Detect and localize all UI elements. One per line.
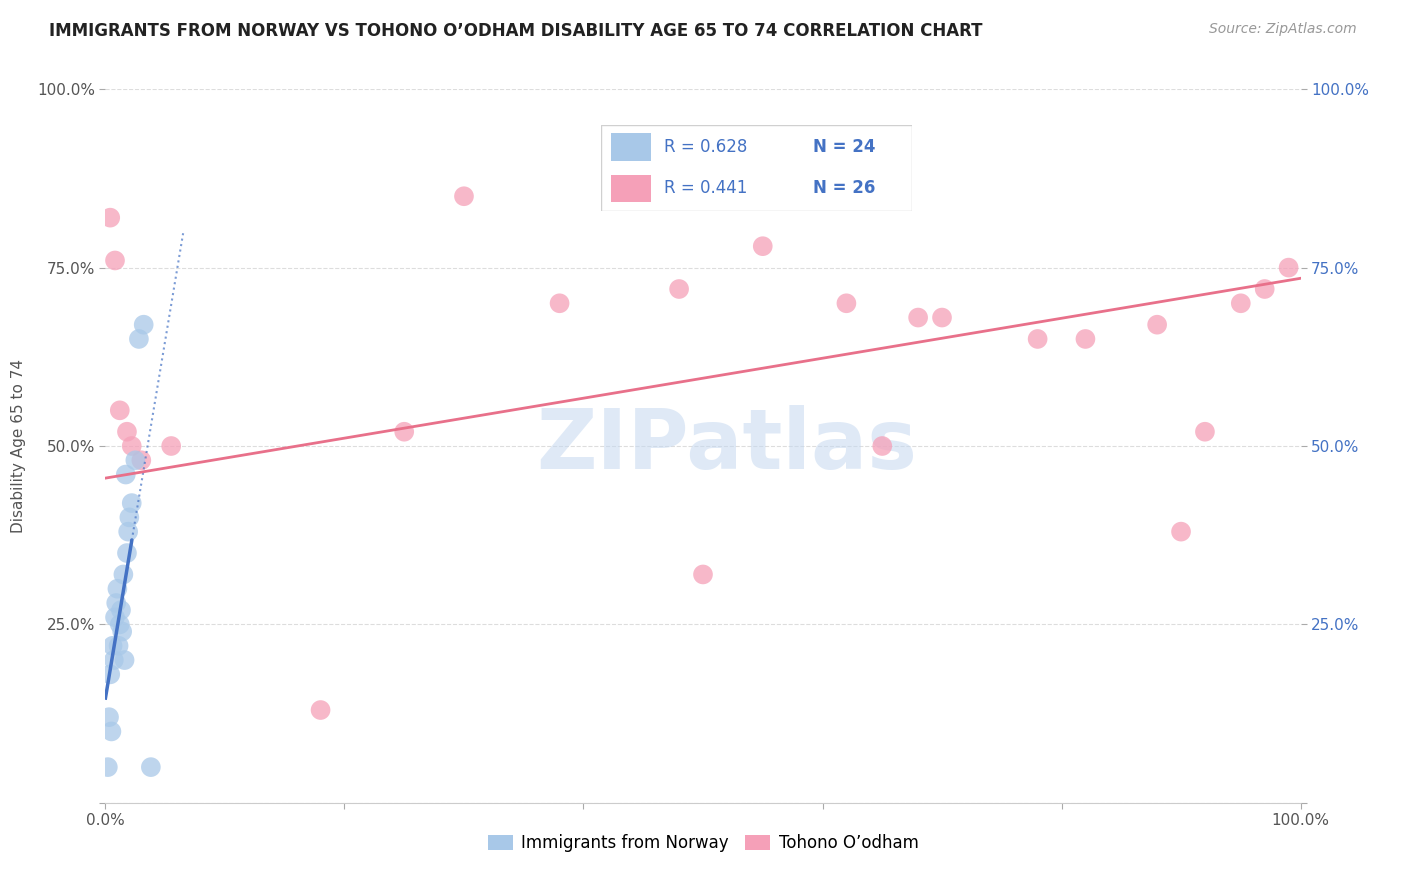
Point bbox=[548, 296, 571, 310]
Point bbox=[1074, 332, 1097, 346]
Point bbox=[1277, 260, 1299, 275]
Point bbox=[108, 617, 131, 632]
Y-axis label: Disability Age 65 to 74: Disability Age 65 to 74 bbox=[11, 359, 25, 533]
Text: IMMIGRANTS FROM NORWAY VS TOHONO O’ODHAM DISABILITY AGE 65 TO 74 CORRELATION CHA: IMMIGRANTS FROM NORWAY VS TOHONO O’ODHAM… bbox=[49, 22, 983, 40]
Point bbox=[101, 639, 124, 653]
Point bbox=[98, 667, 121, 681]
Point bbox=[751, 239, 773, 253]
Point bbox=[692, 567, 714, 582]
Point bbox=[132, 318, 155, 332]
Point bbox=[309, 703, 332, 717]
Point bbox=[104, 253, 127, 268]
Point bbox=[931, 310, 953, 325]
Point bbox=[160, 439, 183, 453]
Point bbox=[104, 610, 127, 624]
Point bbox=[100, 724, 122, 739]
Point bbox=[872, 439, 894, 453]
Point bbox=[105, 596, 128, 610]
Point bbox=[108, 403, 131, 417]
Point bbox=[139, 760, 162, 774]
Point bbox=[98, 211, 121, 225]
Point bbox=[392, 425, 416, 439]
Point bbox=[107, 582, 129, 596]
Legend: Immigrants from Norway, Tohono O’odham: Immigrants from Norway, Tohono O’odham bbox=[481, 828, 925, 859]
Point bbox=[110, 603, 132, 617]
Point bbox=[1170, 524, 1192, 539]
Point bbox=[118, 510, 141, 524]
Point bbox=[98, 710, 121, 724]
Point bbox=[1194, 425, 1216, 439]
Text: Source: ZipAtlas.com: Source: ZipAtlas.com bbox=[1209, 22, 1357, 37]
Point bbox=[453, 189, 475, 203]
Point bbox=[114, 467, 136, 482]
Point bbox=[103, 653, 125, 667]
Point bbox=[107, 639, 129, 653]
Point bbox=[1254, 282, 1277, 296]
Point bbox=[112, 567, 135, 582]
Point bbox=[128, 332, 150, 346]
Text: ZIPatlas: ZIPatlas bbox=[537, 406, 917, 486]
Point bbox=[907, 310, 929, 325]
Point bbox=[1146, 318, 1168, 332]
Point bbox=[97, 760, 120, 774]
Point bbox=[117, 524, 139, 539]
Point bbox=[114, 653, 136, 667]
Point bbox=[1026, 332, 1049, 346]
Point bbox=[121, 439, 143, 453]
Point bbox=[111, 624, 134, 639]
Point bbox=[115, 546, 138, 560]
Point bbox=[1229, 296, 1251, 310]
Point bbox=[124, 453, 146, 467]
Point bbox=[129, 453, 153, 467]
Point bbox=[668, 282, 690, 296]
Point bbox=[121, 496, 143, 510]
Point bbox=[115, 425, 138, 439]
Point bbox=[835, 296, 858, 310]
